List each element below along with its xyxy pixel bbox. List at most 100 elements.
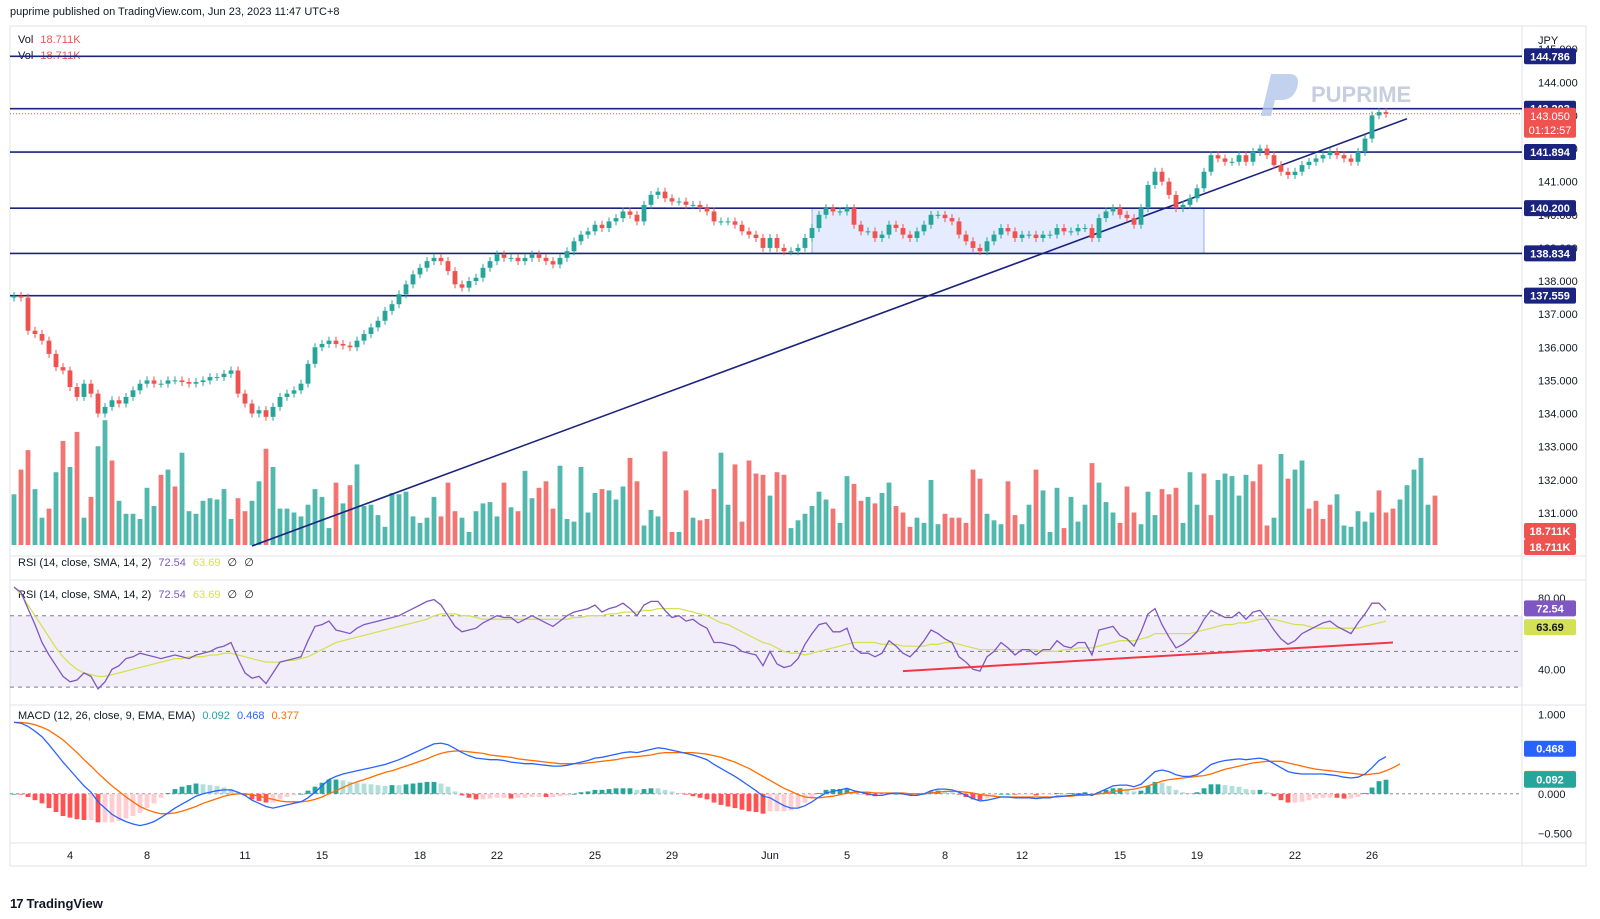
candle-body	[1236, 155, 1242, 162]
candle	[697, 200, 703, 213]
rsi-legend-label: RSI (14, close, SMA, 14, 2)	[18, 557, 152, 569]
candle	[1236, 151, 1242, 166]
macd-histogram-bar	[1257, 789, 1263, 794]
macd-histogram-bar	[1320, 793, 1326, 798]
candle-body	[123, 396, 129, 404]
macd-histogram-bar	[606, 789, 612, 794]
candle	[1173, 190, 1179, 213]
macd-histogram-bar	[998, 793, 1004, 795]
candle	[1299, 161, 1305, 176]
price-tick-label: 138.000	[1538, 276, 1578, 288]
candle	[32, 326, 38, 338]
candle	[242, 389, 248, 408]
macd-histogram-bar	[515, 793, 521, 798]
macd-histogram-bar	[466, 793, 472, 798]
candle-body	[67, 370, 73, 388]
volume-bar	[732, 464, 738, 545]
candle	[914, 227, 920, 242]
candle	[53, 349, 59, 372]
volume-bar	[711, 489, 717, 545]
volume-bar	[809, 506, 815, 545]
candle	[1145, 181, 1151, 213]
volume-bar	[494, 516, 500, 545]
candle-body	[1299, 165, 1305, 172]
volume-bar	[340, 503, 346, 545]
candle-body	[585, 231, 591, 235]
rsi-value-badge	[1524, 619, 1576, 636]
candle	[1012, 227, 1018, 242]
volume-bar	[137, 519, 143, 545]
volume-bar	[291, 512, 297, 545]
candle	[88, 379, 94, 398]
candle-body	[1327, 151, 1333, 156]
rsi-ma-legend-value: 63.69	[192, 557, 221, 569]
volume-bar	[1005, 481, 1011, 545]
macd-histogram-bar	[368, 784, 374, 794]
chart-frame	[9, 25, 1587, 867]
macd-histogram-bar	[431, 781, 437, 794]
macd-histogram-bar	[1355, 793, 1361, 797]
volume-bar	[452, 511, 458, 545]
macd-histogram-bar	[207, 785, 213, 794]
candle-body	[578, 234, 584, 242]
candle	[46, 336, 52, 358]
candle-body	[459, 284, 465, 288]
candle	[543, 253, 549, 266]
candle	[515, 253, 521, 266]
candle	[417, 263, 423, 279]
candle	[1383, 108, 1389, 118]
volume-bar	[718, 452, 724, 545]
macd-histogram-bar	[403, 784, 409, 794]
candle-body	[704, 208, 710, 212]
macd-histogram-bar	[249, 793, 255, 800]
macd-histogram-bar	[67, 793, 73, 818]
candle	[424, 257, 430, 272]
candle-body	[1292, 171, 1298, 176]
volume-bar	[704, 519, 710, 545]
volume-bar	[1201, 473, 1207, 545]
candle	[1355, 147, 1361, 166]
macd-histogram-bar	[396, 785, 402, 794]
volume-bar	[837, 522, 843, 545]
volume-bar	[914, 517, 920, 545]
volume-bar	[1040, 490, 1046, 545]
volume-bar	[1229, 476, 1235, 545]
volume-bar	[144, 487, 150, 545]
macd-histogram-bar	[116, 793, 122, 821]
macd-histogram-bar	[88, 793, 94, 820]
macd-histogram-bar	[1040, 793, 1046, 795]
macd-histogram-bar	[123, 793, 129, 819]
candle-body	[95, 393, 101, 414]
tradingview-logo[interactable]: 17 TradingView	[10, 896, 103, 911]
macd-histogram-bar	[494, 793, 500, 798]
macd-histogram-bar	[1124, 789, 1130, 794]
candle-body	[319, 343, 325, 348]
macd-histogram-bar	[109, 793, 115, 823]
macd-histogram-bar	[361, 783, 367, 794]
candle	[396, 290, 402, 309]
level-price-badge	[1524, 245, 1576, 262]
macd-histogram-bar	[711, 793, 717, 803]
volume-bar	[984, 513, 990, 545]
price-tick-label: 141.000	[1538, 177, 1578, 189]
volume-bar	[1341, 525, 1347, 545]
macd-value-label: 0.468	[1536, 744, 1564, 756]
macd-histogram-bar	[186, 785, 192, 794]
candle	[1103, 207, 1109, 223]
level-price-label: 141.894	[1530, 147, 1571, 159]
last-price-badge	[1524, 107, 1576, 138]
volume-bar	[200, 500, 206, 545]
volume-bar	[11, 494, 17, 545]
candle	[942, 210, 948, 223]
candle-body	[865, 231, 871, 233]
volume-bar	[1096, 482, 1102, 545]
candle	[95, 389, 101, 418]
candle	[333, 336, 339, 348]
macd-histogram-bar	[725, 793, 731, 807]
macd-histogram-bar	[501, 793, 507, 798]
macd-histogram-bar	[613, 788, 619, 794]
macd-histogram-bar	[1334, 793, 1340, 798]
candle-body	[221, 373, 227, 378]
candle	[949, 214, 955, 226]
